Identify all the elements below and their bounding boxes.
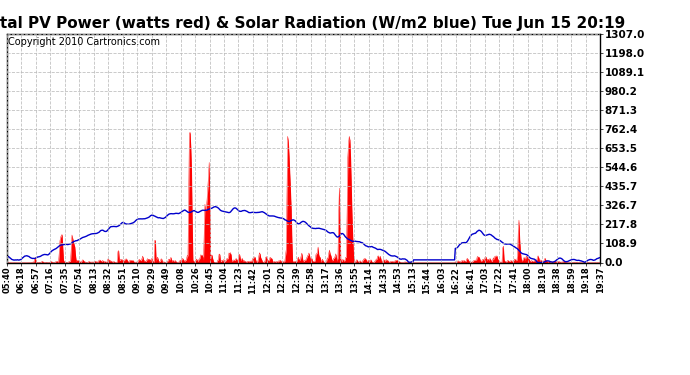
Title: Total PV Power (watts red) & Solar Radiation (W/m2 blue) Tue Jun 15 20:19: Total PV Power (watts red) & Solar Radia… bbox=[0, 16, 626, 31]
Text: Copyright 2010 Cartronics.com: Copyright 2010 Cartronics.com bbox=[8, 37, 160, 47]
